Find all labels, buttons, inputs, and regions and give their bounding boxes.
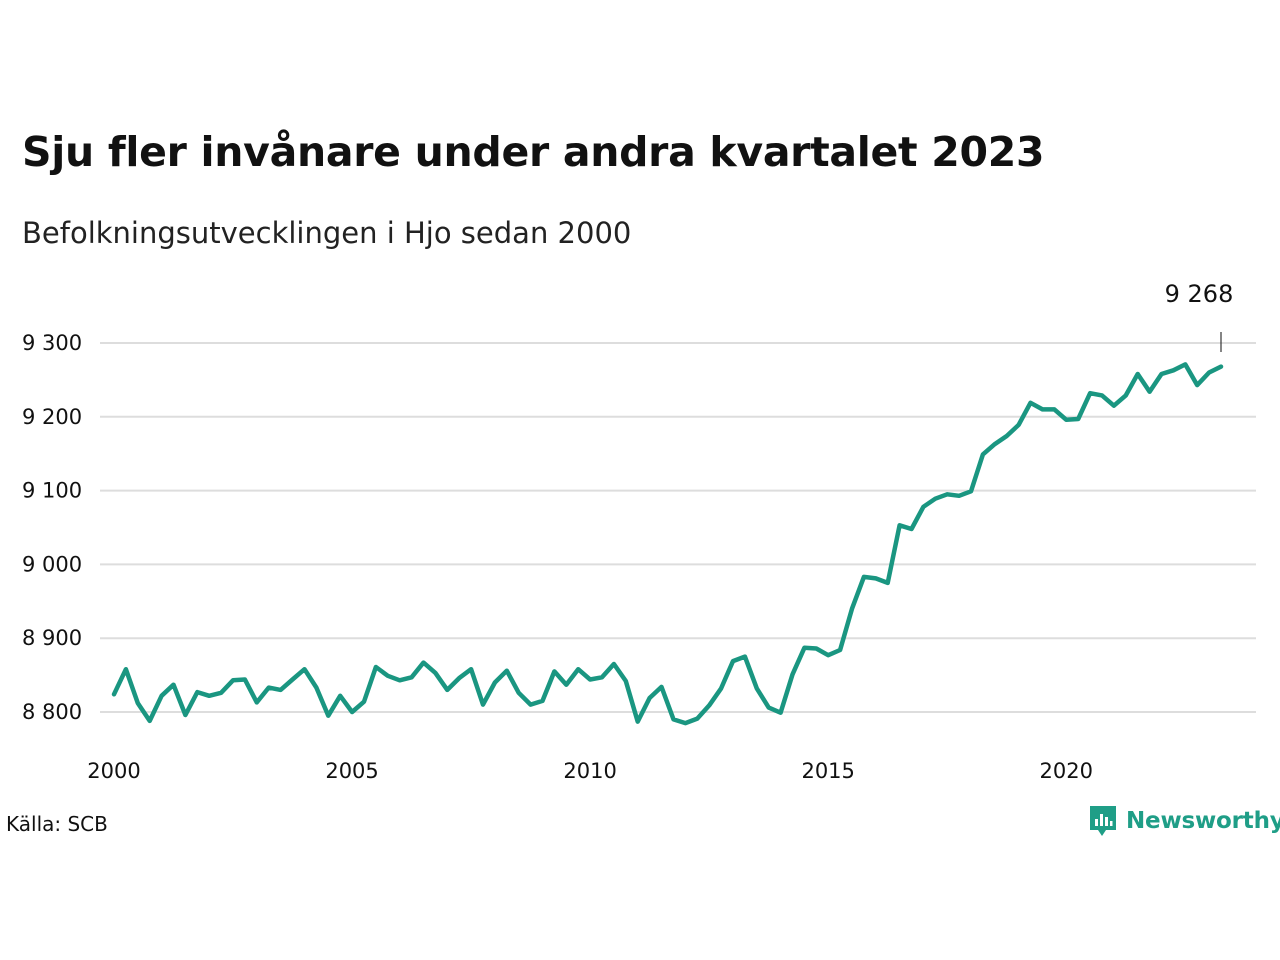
annotation-label: 9 268 [1165, 280, 1234, 308]
brand-logo: Newsworthy [1088, 804, 1280, 838]
grid-lines [100, 342, 1256, 713]
x-axis-labels: 2000 2005 2010 2015 2020 [87, 759, 1093, 783]
y-tick-label: 9 100 [22, 479, 82, 503]
y-axis-labels: 8 800 8 900 9 000 9 100 9 200 9 300 [22, 331, 82, 724]
chart-title: Sju fler invånare under andra kvartalet … [22, 128, 1045, 176]
y-tick-label: 9 000 [22, 552, 82, 576]
x-tick-label: 2015 [801, 759, 854, 783]
y-tick-label: 9 200 [22, 405, 82, 429]
y-tick-label: 9 300 [22, 331, 82, 355]
y-tick-label: 8 800 [22, 700, 82, 724]
x-tick-label: 2000 [87, 759, 140, 783]
x-tick-label: 2005 [325, 759, 378, 783]
x-tick-label: 2010 [563, 759, 616, 783]
x-tick-label: 2020 [1040, 759, 1093, 783]
source-label: Källa: SCB [6, 812, 108, 836]
y-tick-label: 8 900 [22, 626, 82, 650]
chart-subtitle: Befolkningsutvecklingen i Hjo sedan 2000 [22, 216, 632, 250]
brand-name: Newsworthy [1126, 808, 1280, 834]
population-line [111, 362, 1224, 726]
newsworthy-logo-icon [1090, 806, 1116, 836]
